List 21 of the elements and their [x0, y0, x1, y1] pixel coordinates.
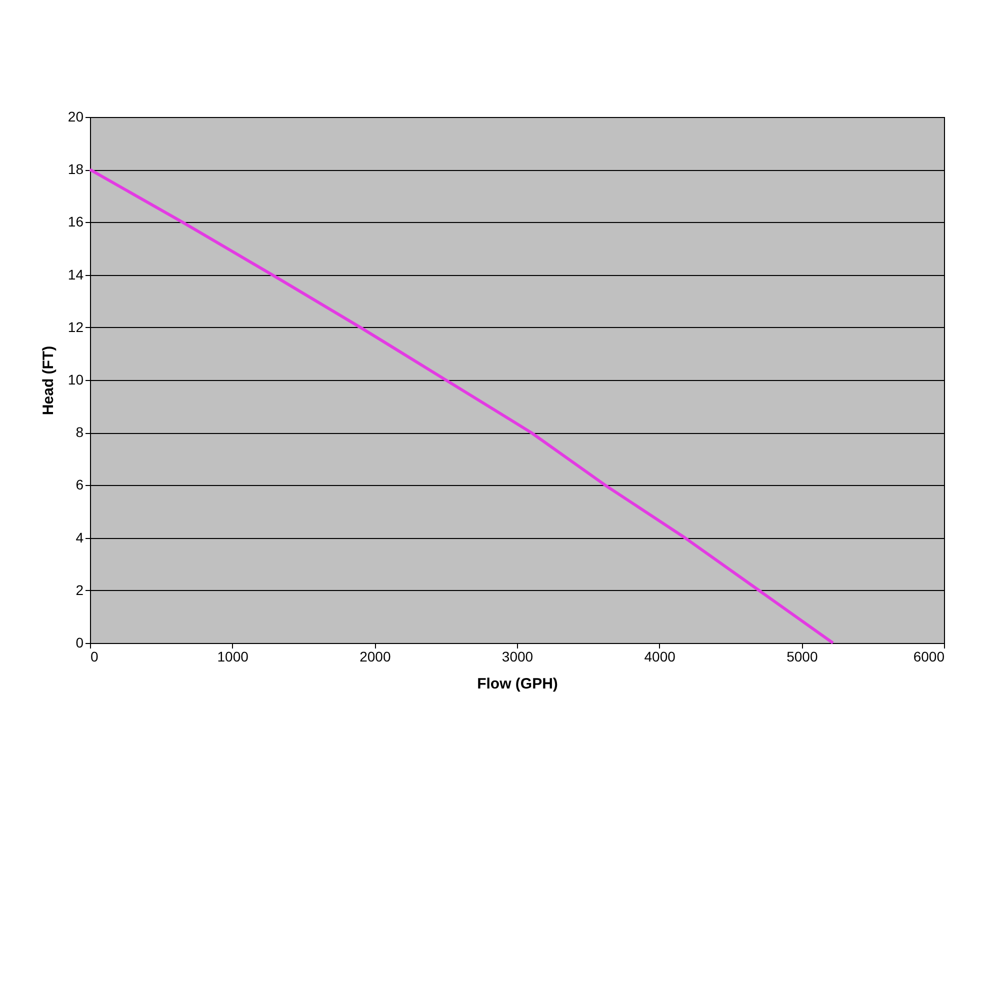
line-series	[88, 168, 834, 644]
x-tick-label: 1000	[217, 648, 249, 664]
x-axis-title: Flow (GPH)	[477, 676, 558, 692]
y-tick-label: 16	[68, 214, 84, 230]
y-tick-label: 0	[76, 634, 84, 650]
x-tick-label: 2000	[360, 648, 391, 664]
y-tick-label: 2	[76, 582, 84, 598]
x-tick-label: 5000	[786, 648, 818, 664]
y-tick-label: 10	[68, 372, 84, 388]
y-tick-label: 12	[68, 318, 84, 335]
x-tick-label: 0	[90, 648, 98, 664]
y-tick-label: 18	[68, 161, 84, 178]
x-tick-label: 4000	[644, 648, 676, 664]
y-axis-title: Head (FT)	[40, 346, 57, 416]
y-tick-label: 4	[76, 529, 84, 546]
y-tick-label: 6	[76, 476, 84, 493]
x-tick-label: 6000	[913, 648, 945, 664]
y-tick-label: 20	[68, 108, 84, 124]
y-tick-label: 14	[68, 266, 84, 282]
x-tick-label: 3000	[502, 648, 534, 664]
y-tick-label: 8	[76, 424, 84, 440]
